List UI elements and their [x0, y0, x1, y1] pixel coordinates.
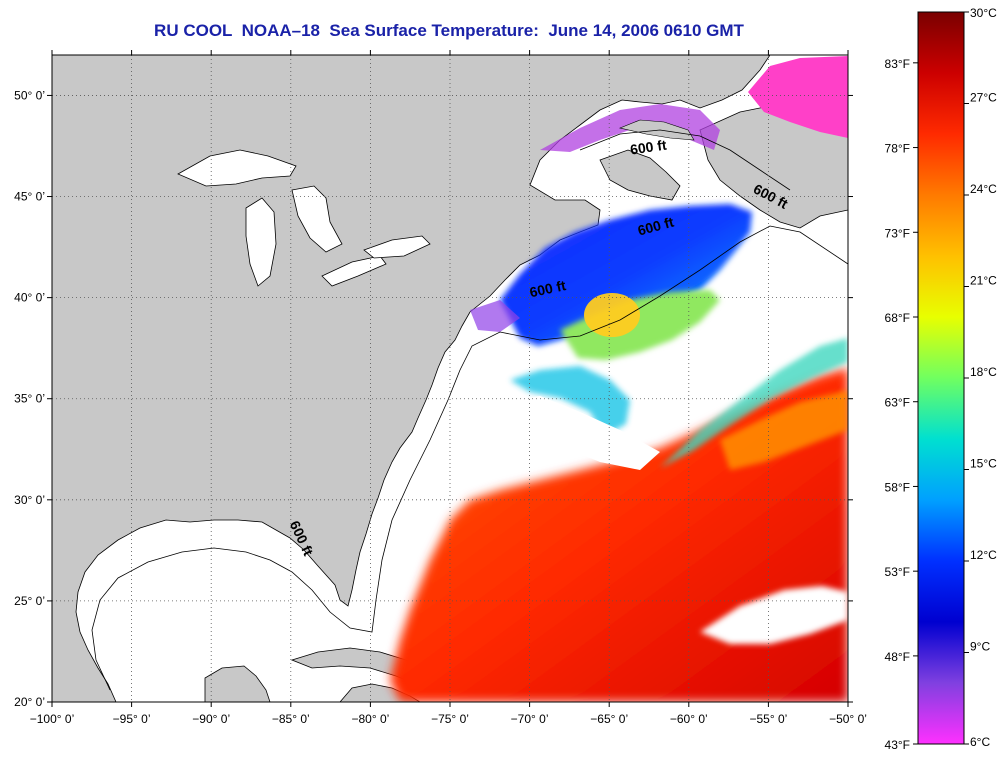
great-lakes — [177, 149, 431, 287]
lat-tick-label: 35° 0’ — [14, 392, 45, 406]
lon-tick-label: −60° 0’ — [670, 712, 708, 726]
sst-slope-warm — [560, 290, 720, 360]
colorbar-fahrenheit-label: 58°F — [885, 480, 910, 494]
lat-tick-label: 45° 0’ — [14, 190, 45, 204]
lat-tick-label: 50° 0’ — [14, 88, 45, 102]
colorbar-fahrenheit-labels: 83°F 78°F 73°F 68°F 63°F 58°F 53°F 48°F 43°F — [885, 57, 918, 752]
colorbar-scale — [917, 11, 965, 745]
sst-filament-orange — [720, 390, 848, 470]
isobath-label: 600 ft — [629, 137, 668, 158]
cloud-gap-north — [500, 396, 660, 470]
colorbar-fahrenheit-label: 63°F — [885, 396, 910, 410]
graticule — [52, 55, 848, 702]
lat-tick-label: 30° 0’ — [14, 493, 45, 507]
lat-tick-label: 25° 0’ — [14, 594, 45, 608]
land-north-america — [52, 55, 771, 702]
colorbar-celsius-label: 21°C — [970, 274, 997, 288]
axis-ticks — [47, 50, 853, 707]
isobath-gulf-stlawrence — [579, 129, 791, 191]
colorbar-fahrenheit-label: 78°F — [885, 142, 910, 156]
latitude-tick-labels: 20° 0’ 25° 0’ 30° 0’ 35° 0’ 40° 0’ 45° 0’ 50° … — [14, 88, 45, 709]
land-yucatan — [204, 665, 271, 702]
isobath-600ft — [91, 225, 848, 691]
sst-shelf-violet — [470, 300, 520, 332]
longitude-tick-labels: −100° 0’ −95° 0’ −90° 0’ −85° 0’ −80° 0’ −75°… — [30, 712, 867, 726]
lon-tick-label: −50° 0’ — [829, 712, 867, 726]
colorbar-fahrenheit-label: 83°F — [885, 57, 910, 71]
lat-tick-label: 20° 0’ — [14, 695, 45, 709]
colorbar-celsius-label: 9°C — [970, 640, 990, 654]
lon-tick-label: −95° 0’ — [113, 712, 151, 726]
colorbar-fahrenheit-label: 53°F — [885, 565, 910, 579]
colorbar-celsius-label: 15°C — [970, 457, 997, 471]
colorbar-celsius-label: 18°C — [970, 365, 997, 379]
colorbar-celsius-label: 12°C — [970, 548, 997, 562]
colorbar-celsius-label: 24°C — [970, 182, 997, 196]
map-title: RU COOL NOAA–18 Sea Surface Temperature:… — [154, 21, 744, 40]
lon-tick-label: −100° 0’ — [30, 712, 75, 726]
colorbar-fahrenheit-label: 73°F — [885, 226, 910, 240]
lon-tick-label: −75° 0’ — [431, 712, 469, 726]
sst-slope-cyan — [510, 366, 630, 436]
isobath-label: 600 ft — [528, 277, 567, 300]
lon-tick-label: −85° 0’ — [272, 712, 310, 726]
colorbar-fahrenheit-label: 48°F — [885, 650, 910, 664]
lat-tick-label: 40° 0’ — [14, 291, 45, 305]
lon-tick-label: −80° 0’ — [351, 712, 389, 726]
lon-tick-label: −70° 0’ — [511, 712, 549, 726]
lon-tick-label: −65° 0’ — [590, 712, 628, 726]
colorbar-celsius-label: 27°C — [970, 91, 997, 105]
lon-tick-label: −90° 0’ — [192, 712, 230, 726]
colorbar-fahrenheit-label: 43°F — [885, 738, 910, 752]
cloud-gap-east — [700, 586, 848, 644]
colorbar-celsius-label: 30°C — [970, 6, 997, 20]
sst-labrador-patch — [748, 56, 848, 138]
land-maritimes — [599, 149, 681, 201]
lon-tick-label: −55° 0’ — [749, 712, 787, 726]
sst-warm-core-ring — [584, 293, 640, 337]
colorbar-celsius-label: 6°C — [970, 735, 990, 749]
colorbar-fahrenheit-label: 68°F — [885, 311, 910, 325]
colorbar-celsius-labels: 30°C 27°C 24°C 21°C 18°C 15°C 12°C 9°C 6°C — [964, 6, 997, 749]
sst-filament-northeast — [660, 338, 848, 468]
